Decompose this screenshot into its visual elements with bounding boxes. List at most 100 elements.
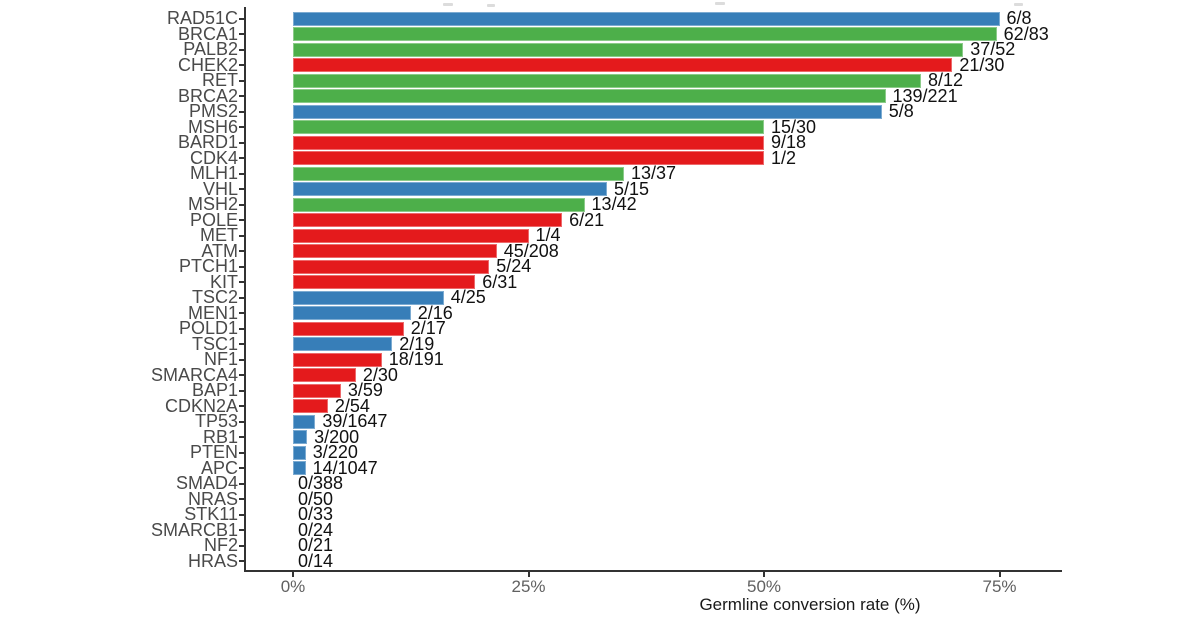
y-axis-tick: [239, 141, 244, 144]
x-axis-tick-label: 25%: [511, 577, 546, 596]
bar: [293, 135, 764, 150]
bar: [293, 151, 764, 165]
y-axis-tick: [239, 467, 244, 469]
value-label: 5/15: [613, 178, 649, 199]
cropped-text-artifact: [1014, 3, 1023, 6]
x-axis-tick: [527, 572, 530, 577]
gene-label: CDK4: [189, 147, 238, 168]
gene-label: STK11: [184, 504, 238, 524]
value-label: 2/19: [399, 333, 435, 354]
y-axis-tick: [239, 157, 244, 159]
gene-label: BRCA1: [177, 23, 238, 44]
value-label: 139/221: [892, 85, 958, 106]
y-axis-tick: [239, 420, 244, 423]
value-label: 5/8: [888, 101, 914, 121]
gene-label: MSH6: [187, 116, 238, 137]
bar: [293, 42, 964, 57]
bar: [293, 445, 306, 460]
bar: [293, 182, 607, 196]
bar: [293, 89, 886, 103]
gene-label: SMARCA4: [150, 364, 238, 385]
gene-label: NF1: [203, 349, 238, 369]
value-label: 6/8: [1006, 8, 1032, 28]
gene-label: NF2: [203, 535, 238, 555]
value-label: 13/42: [591, 194, 637, 214]
gene-label: VHL: [202, 178, 238, 199]
gene-label: ATM: [201, 240, 238, 261]
value-label: 6/31: [482, 271, 518, 292]
gene-label: MSH2: [187, 194, 238, 214]
value-label: 3/200: [314, 426, 360, 447]
bar: [293, 399, 328, 413]
bar: [293, 306, 411, 320]
y-axis-tick: [239, 436, 244, 438]
gene-label: PALB2: [183, 39, 238, 59]
cropped-text-artifact: [443, 3, 453, 6]
gene-label: HRAS: [187, 550, 238, 571]
value-label: 1/2: [771, 147, 797, 168]
gene-label: POLD1: [178, 318, 238, 338]
gene-label: RAD51C: [166, 8, 238, 28]
x-axis-tick: [292, 572, 294, 577]
y-axis-tick: [239, 219, 244, 221]
y-axis-tick: [239, 560, 244, 562]
cropped-text-artifact: [715, 2, 725, 5]
bar: [293, 383, 341, 398]
y-axis-tick: [239, 498, 244, 500]
value-label: 0/14: [298, 550, 334, 571]
value-label: 2/17: [410, 318, 446, 338]
bar: [293, 259, 490, 274]
y-axis-tick: [239, 529, 244, 531]
value-label: 37/52: [970, 39, 1016, 59]
value-label: 2/16: [417, 302, 453, 323]
bar: [293, 11, 1000, 26]
y-axis-tick: [239, 389, 244, 392]
gene-label: BAP1: [191, 380, 238, 400]
value-label: 45/208: [503, 240, 559, 261]
gene-label: CHEK2: [177, 54, 238, 75]
cropped-text-artifact: [487, 4, 495, 7]
y-axis-tick: [239, 172, 244, 175]
value-label: 2/30: [362, 364, 398, 385]
y-axis-tick: [239, 126, 244, 128]
bar: [293, 461, 306, 475]
gene-label: KIT: [209, 271, 238, 292]
bar: [293, 275, 476, 289]
gene-label: TSC1: [191, 333, 238, 354]
y-axis-tick: [239, 250, 244, 252]
gene-label: NRAS: [187, 488, 238, 509]
bar: [293, 27, 997, 41]
value-label: 15/30: [771, 116, 817, 137]
gene-label: RET: [202, 70, 238, 90]
value-label: 0/50: [298, 488, 334, 509]
y-axis-tick: [239, 33, 244, 35]
y-axis-line: [244, 7, 246, 572]
value-label: 18/191: [388, 349, 444, 369]
x-axis-tick-label: 50%: [746, 577, 782, 596]
x-axis-tick-label: 75%: [982, 577, 1017, 596]
value-label: 3/59: [347, 380, 383, 400]
y-axis-tick: [239, 48, 244, 51]
gene-label: APC: [200, 457, 238, 478]
y-axis-tick: [239, 327, 244, 330]
bar: [293, 104, 882, 119]
bar: [293, 244, 497, 258]
bar: [293, 213, 563, 227]
value-label: 3/220: [312, 442, 358, 462]
gene-label: PTCH1: [178, 256, 238, 276]
gene-label: SMARCB1: [150, 519, 238, 540]
gene-label: PMS2: [188, 101, 238, 121]
x-axis-tick: [998, 572, 1001, 577]
value-label: 0/388: [298, 473, 344, 493]
y-axis-tick: [239, 203, 244, 206]
value-label: 62/83: [1003, 23, 1049, 44]
value-label: 0/21: [298, 535, 334, 555]
bar: [293, 228, 529, 243]
gene-label: POLE: [189, 209, 238, 230]
y-axis-tick: [239, 64, 244, 66]
y-axis-tick: [239, 374, 244, 376]
bar: [293, 321, 404, 336]
x-axis-title: Germline conversion rate (%): [699, 595, 921, 614]
bar: [293, 430, 308, 444]
